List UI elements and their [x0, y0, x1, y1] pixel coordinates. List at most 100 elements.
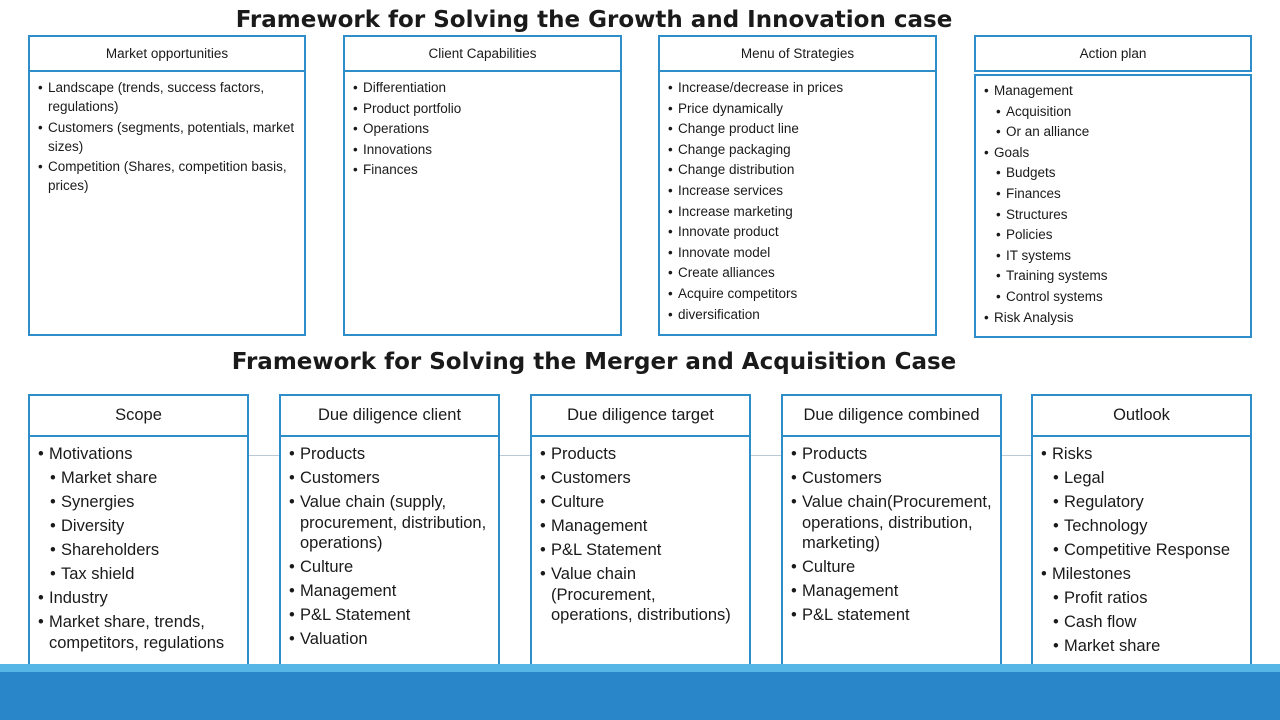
list-item: Management — [791, 581, 992, 602]
sub-list-item: Control systems — [996, 287, 1242, 306]
sub-list-item: Budgets — [996, 163, 1242, 182]
sub-list-item: Market share — [50, 468, 239, 489]
list-item: Culture — [289, 557, 490, 578]
list-item: Culture — [791, 557, 992, 578]
sub-list-item: Regulatory — [1053, 492, 1242, 513]
scope-list: Motivations Market share Synergies Diversit… — [38, 444, 239, 653]
client-capabilities-header: Client Capabilities — [343, 35, 622, 72]
sub-list-item: Tax shield — [50, 564, 239, 585]
due-diligence-client-box: Products Customers Value chain (supply, pr… — [279, 437, 500, 674]
list-item: Increase/decrease in prices — [668, 78, 927, 97]
list-item: Customers — [540, 468, 741, 489]
due-diligence-target-header: Due diligence target — [530, 394, 751, 437]
market-opportunities-list: Landscape (trends, success factors, regu… — [38, 78, 296, 195]
action-plan-list: Management AcquisitionOr an alliance Goals… — [984, 81, 1242, 327]
sub-list-item: Policies — [996, 225, 1242, 244]
connector-line — [498, 455, 530, 456]
sub-list-item: Structures — [996, 205, 1242, 224]
action-plan-box: Management AcquisitionOr an alliance Goals… — [974, 74, 1252, 338]
merger-framework-title: Framework for Solving the Merger and Acq… — [231, 349, 957, 375]
sub-list-item: Synergies — [50, 492, 239, 513]
menu-of-strategies-box: Increase/decrease in prices Price dynamic… — [658, 72, 937, 336]
list-item: Management — [984, 81, 1242, 100]
list-item: Innovate model — [668, 243, 927, 262]
market-opportunities-box: Landscape (trends, success factors, regu… — [28, 72, 306, 336]
sub-list-item: Market share — [1053, 636, 1242, 657]
sub-list-item: Diversity — [50, 516, 239, 537]
list-item: Milestones — [1041, 564, 1242, 585]
growth-framework-title: Framework for Solving the Growth and Inn… — [235, 7, 953, 33]
connector-line — [749, 455, 781, 456]
list-item: Product portfolio — [353, 99, 612, 118]
list-item: Risk Analysis — [984, 308, 1242, 327]
due-diligence-combined-header: Due diligence combined — [781, 394, 1002, 437]
list-item: Culture — [540, 492, 741, 513]
due-diligence-client-list: Products Customers Value chain (supply, pr… — [289, 444, 490, 650]
list-item: Industry — [38, 588, 239, 609]
list-item: Increase marketing — [668, 202, 927, 221]
sub-list-item: Cash flow — [1053, 612, 1242, 633]
list-item: Customers — [791, 468, 992, 489]
list-item: Value chain (supply, procurement, distri… — [289, 492, 490, 554]
sub-list-item: IT systems — [996, 246, 1242, 265]
menu-of-strategies-header: Menu of Strategies — [658, 35, 937, 72]
connector-line — [248, 455, 280, 456]
list-item: P&L Statement — [289, 605, 490, 626]
due-diligence-client-header: Due diligence client — [279, 394, 500, 437]
list-item: diversification — [668, 305, 927, 324]
sub-list-item: Finances — [996, 184, 1242, 203]
sub-list-item: Shareholders — [50, 540, 239, 561]
client-capabilities-list: Differentiation Product portfolioOperatio… — [353, 78, 612, 179]
list-item: Competition (Shares, competition basis, … — [38, 157, 296, 195]
client-capabilities-box: Differentiation Product portfolioOperatio… — [343, 72, 622, 336]
list-item: P&L statement — [791, 605, 992, 626]
list-item: Value chain(Procurement, operations, dis… — [791, 492, 992, 554]
due-diligence-target-box: Products Customers Culture Management P&L St… — [530, 437, 751, 674]
list-item: P&L Statement — [540, 540, 741, 561]
list-item: Change packaging — [668, 140, 927, 159]
sub-list-item: Profit ratios — [1053, 588, 1242, 609]
list-item: Valuation — [289, 629, 490, 650]
list-item: Create alliances — [668, 263, 927, 282]
list-item: Acquire competitors — [668, 284, 927, 303]
list-item: Management — [289, 581, 490, 602]
sub-list-item: Competitive Response — [1053, 540, 1242, 561]
list-item: Motivations — [38, 444, 239, 465]
list-item: Products — [289, 444, 490, 465]
list-item: Increase services — [668, 181, 927, 200]
sub-list-item: Training systems — [996, 266, 1242, 285]
sub-list-item: Technology — [1053, 516, 1242, 537]
sub-list-item: Acquisition — [996, 102, 1242, 121]
list-item: Landscape (trends, success factors, regu… — [38, 78, 296, 116]
list-item: Operations — [353, 119, 612, 138]
sub-list-item: Legal — [1053, 468, 1242, 489]
list-item: Market share, trends, competitors, regul… — [38, 612, 239, 653]
list-item: Innovate product — [668, 222, 927, 241]
list-item: Value chain (Procurement, operations, di… — [540, 564, 741, 626]
list-item: Risks — [1041, 444, 1242, 465]
due-diligence-combined-box: Products Customers Value chain(Procurement… — [781, 437, 1002, 674]
list-item: Customers — [289, 468, 490, 489]
list-item: Products — [540, 444, 741, 465]
scope-box: Motivations Market share Synergies Diversit… — [28, 437, 249, 674]
list-item: Innovations — [353, 140, 612, 159]
sub-list-item: Or an alliance — [996, 122, 1242, 141]
due-diligence-target-list: Products Customers Culture Management P&L St… — [540, 444, 741, 626]
list-item: Differentiation — [353, 78, 612, 97]
list-item: Change distribution — [668, 160, 927, 179]
due-diligence-combined-list: Products Customers Value chain(Procurement… — [791, 444, 992, 626]
list-item: Goals — [984, 143, 1242, 162]
connector-line — [1000, 455, 1032, 456]
list-item: Price dynamically — [668, 99, 927, 118]
market-opportunities-header: Market opportunities — [28, 35, 306, 72]
list-item: Customers (segments, potentials, market … — [38, 118, 296, 156]
outlook-list: Risks Legal Regulatory Technology Competitiv… — [1041, 444, 1242, 657]
footer-band-dark — [0, 672, 1280, 720]
menu-of-strategies-list: Increase/decrease in prices Price dynamic… — [668, 78, 927, 324]
footer-band-light — [0, 664, 1280, 672]
list-item: Finances — [353, 160, 612, 179]
list-item: Change product line — [668, 119, 927, 138]
list-item: Products — [791, 444, 992, 465]
action-plan-header: Action plan — [974, 35, 1252, 72]
scope-header: Scope — [28, 394, 249, 437]
